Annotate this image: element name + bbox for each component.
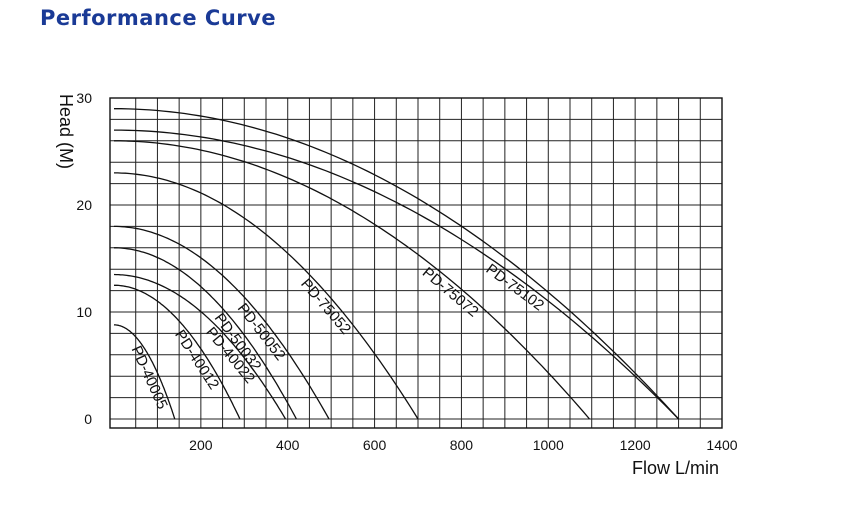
- x-axis-title: Flow L/min: [632, 458, 719, 478]
- performance-curve-line: [114, 247, 297, 420]
- x-tick-label: 400: [276, 437, 300, 453]
- curve-label: PD-75052: [297, 276, 354, 338]
- performance-curve-line: [114, 140, 590, 420]
- x-tick-label: 200: [189, 437, 213, 453]
- curve-layer: [113, 108, 680, 420]
- performance-curve-line: [114, 225, 330, 420]
- y-tick-label: 0: [84, 411, 92, 427]
- tick-layer: 200 400 600 800 1000 1200 1400 0 10 20 30: [76, 90, 737, 453]
- performance-curve-line: [113, 273, 287, 420]
- y-tick-label: 10: [76, 304, 92, 320]
- performance-curve-line: [114, 129, 680, 420]
- x-tick-label: 600: [363, 437, 387, 453]
- curve-label: PD-40005: [128, 343, 171, 412]
- page-title: Performance Curve: [40, 6, 277, 30]
- y-axis-title: Head (M): [56, 94, 76, 169]
- x-tick-label: 1400: [706, 437, 737, 453]
- performance-curve-line: [114, 172, 419, 420]
- x-tick-label: 800: [450, 437, 474, 453]
- x-tick-label: 1200: [620, 437, 651, 453]
- curve-label-layer: PD-40005 PD-40012PD-40022PD-50032PD-50052…: [128, 261, 548, 412]
- plot-frame: [109, 97, 723, 429]
- y-tick-label: 30: [76, 90, 92, 106]
- y-tick-label: 20: [76, 197, 92, 213]
- performance-curve-line: [114, 284, 241, 420]
- performance-curve-line: [113, 324, 176, 420]
- performance-curve-line: [114, 108, 680, 420]
- x-tick-label: 1000: [533, 437, 564, 453]
